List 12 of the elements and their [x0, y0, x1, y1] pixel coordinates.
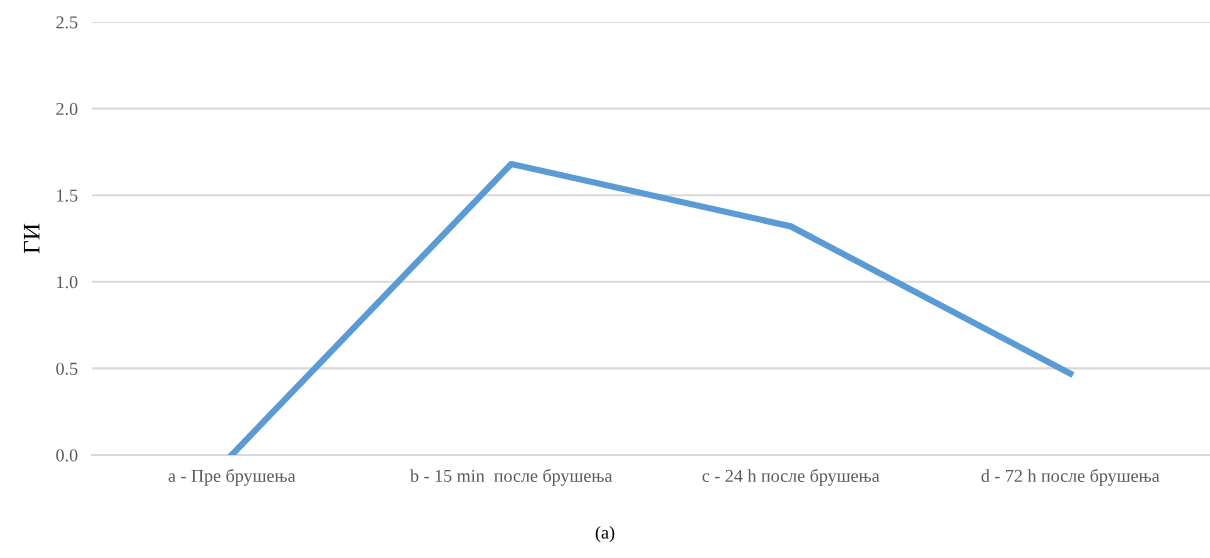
text: (a)	[595, 525, 615, 543]
y-tick-label: 0.0	[56, 449, 78, 462]
y-tick-label: 1.0	[57, 276, 78, 289]
y-tick-label: 0.5	[56, 362, 78, 375]
y-tick-label: 2.5	[56, 16, 78, 29]
x-tick-label: c - 24 h после брушења	[702, 468, 880, 486]
y-axis-title: ГИ	[23, 223, 40, 254]
y-tick-label: 2.0	[56, 102, 78, 116]
x-tick-label: b - 15 min после брушења	[410, 468, 613, 486]
y-tick-label: 1.5	[57, 189, 78, 202]
x-tick-label: a - Пре брушења	[168, 468, 296, 486]
x-tick-label: d - 72 h после брушења	[981, 468, 1160, 486]
